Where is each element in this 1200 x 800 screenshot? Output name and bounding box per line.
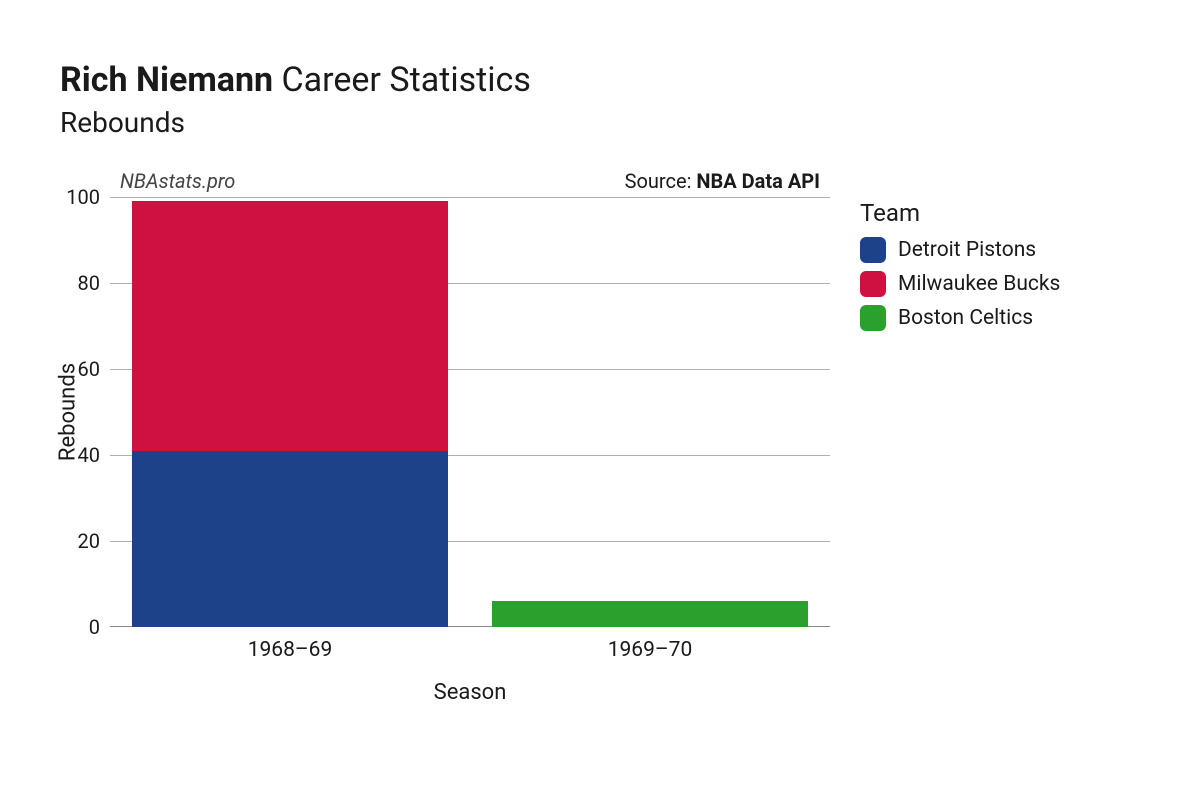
legend-swatch [860,305,886,331]
y-tick-label: 80 [60,271,100,295]
title-player-name: Rich Niemann [60,60,273,100]
grid-line [110,197,830,198]
legend-label: Detroit Pistons [898,238,1036,262]
bar-segment [492,601,809,627]
plot-area: Rebounds Season 0204060801001968–691969–… [110,197,830,627]
chart-container: Rich Niemann Career Statistics Rebounds … [60,60,1140,727]
y-tick-label: 0 [60,615,100,639]
chart-subtitle: Rebounds [60,106,1140,139]
legend-item: Milwaukee Bucks [860,271,1060,297]
legend-label: Boston Celtics [898,306,1033,330]
chart-area: NBAstats.pro Source: NBA Data API Reboun… [60,167,1140,727]
legend-swatch [860,271,886,297]
bar-segment [132,201,449,450]
y-tick-label: 20 [60,529,100,553]
legend-item: Boston Celtics [860,305,1060,331]
x-tick-label: 1968–69 [248,638,333,662]
legend-swatch [860,237,886,263]
legend: Team Detroit Pistons Milwaukee Bucks Bosto… [860,199,1060,339]
x-axis-label: Season [434,680,507,705]
y-tick-label: 40 [60,443,100,467]
source-attribution: Source: NBA Data API [625,169,820,193]
legend-title: Team [860,199,1060,227]
x-tick-label: 1969–70 [608,638,693,662]
legend-item: Detroit Pistons [860,237,1060,263]
y-tick-label: 100 [60,185,100,209]
bar-segment [132,451,449,627]
title-suffix: Career Statistics [273,60,531,100]
watermark-text: NBAstats.pro [120,169,235,193]
chart-title: Rich Niemann Career Statistics [60,60,1140,100]
source-prefix: Source: [625,169,697,193]
legend-label: Milwaukee Bucks [898,272,1060,296]
y-tick-label: 60 [60,357,100,381]
source-name: NBA Data API [696,169,820,193]
